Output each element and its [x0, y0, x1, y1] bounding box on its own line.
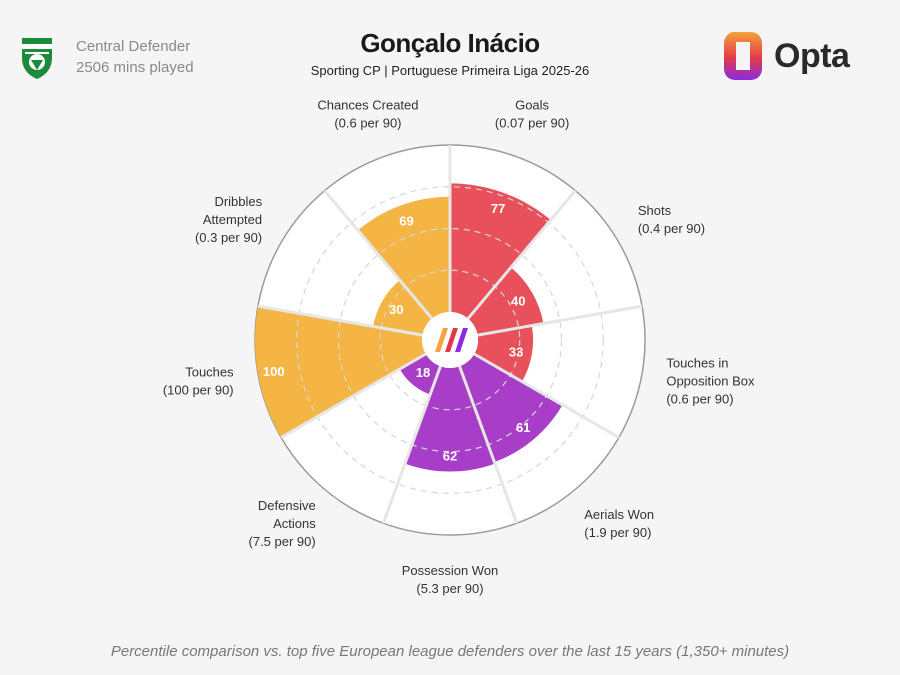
radar-spoke	[280, 352, 427, 439]
per90-value: (0.07 per 90)	[495, 115, 569, 130]
radar-grid-ring	[379, 269, 521, 411]
player-position: Central Defender	[76, 38, 191, 55]
metric-name: Touches in	[666, 356, 728, 371]
opta-logo: Opta	[720, 28, 850, 84]
radar-category-text: Chances Created (0.6 per 90)	[317, 97, 418, 130]
player-name: Gonçalo Inácio	[360, 28, 540, 58]
radar-value-label: 40	[511, 294, 525, 309]
radar-category-label: Defensive Actions (7.5 per 90)	[249, 498, 317, 549]
metric-name: Shots	[638, 203, 672, 218]
radar-value-label: 30	[389, 302, 403, 317]
radar-bar-possession-won	[405, 366, 495, 472]
radar-category-label: Touches in Opposition Box (0.6 per 90)	[666, 356, 755, 407]
metric-name: Possession Won	[402, 563, 499, 578]
radar-grid-ring	[296, 186, 604, 494]
radar-category-text: Touches (100 per 90)	[163, 365, 234, 398]
metric-name: Goals	[515, 97, 549, 112]
sporting-cp-logo	[18, 36, 56, 80]
radar-category-labels: Goals (0.07 per 90) Shots (0.4 per 90) Touch…	[163, 97, 755, 596]
per90-value: (100 per 90)	[163, 383, 234, 398]
radar-center	[422, 312, 478, 368]
radar-value-label: 18	[416, 365, 430, 380]
radar-gridlines	[257, 145, 643, 524]
per90-value: (7.5 per 90)	[249, 534, 316, 549]
metric-name: Defensive	[258, 498, 316, 513]
radar-category-text: Goals (0.07 per 90)	[495, 97, 569, 130]
radar-category-label: Chances Created (0.6 per 90)	[317, 97, 418, 130]
metric-name: Touches	[185, 365, 234, 380]
opta-mark-icon	[724, 32, 762, 80]
per90-value: (0.3 per 90)	[195, 230, 262, 245]
radar-category-text: Dribbles Attempted (0.3 per 90)	[195, 194, 263, 245]
radar-category-text: Possession Won (5.3 per 90)	[402, 563, 499, 596]
radar-bar-shots	[467, 267, 544, 336]
radar-grid-ring	[337, 227, 563, 453]
radar-bar-goals	[450, 183, 551, 319]
opta-center-icon	[435, 328, 468, 352]
per90-value: (0.6 per 90)	[666, 392, 733, 407]
radar-value-labels: 77 40 33 61 62 18 100 30 69	[263, 201, 531, 464]
metric-name: Attempted	[203, 212, 262, 227]
radar-spoke	[257, 304, 423, 337]
radar-spoke	[477, 304, 643, 337]
radar-category-label: Shots (0.4 per 90)	[638, 203, 705, 236]
radar-bar-touches-in-opposition-box	[474, 325, 534, 382]
title-block: Gonçalo Inácio Sporting CP | Portuguese …	[250, 28, 650, 78]
radar-bar-touches	[254, 306, 426, 438]
radar-spoke	[381, 365, 442, 524]
radar-category-label: Touches (100 per 90)	[163, 365, 234, 398]
radar-value-label: 62	[443, 449, 457, 464]
radar-value-label: 61	[516, 420, 530, 435]
radar-value-label: 33	[509, 345, 523, 360]
radar-spoke	[323, 189, 434, 320]
minutes-played: 2506 mins played	[76, 59, 194, 76]
radar-category-text: Defensive Actions (7.5 per 90)	[249, 498, 317, 549]
radar-category-text: Shots (0.4 per 90)	[638, 203, 705, 236]
radar-bars	[254, 183, 563, 472]
per90-value: (0.6 per 90)	[334, 115, 401, 130]
footer-note: Percentile comparison vs. top five Europ…	[110, 643, 790, 660]
radar-value-label: 77	[491, 201, 505, 216]
metric-name: Chances Created	[317, 97, 418, 112]
radar-bar-chances-created	[357, 196, 450, 319]
radar-spoke	[458, 365, 519, 524]
metric-name: Aerials Won	[584, 507, 654, 522]
radar-category-label: Aerials Won (1.9 per 90)	[584, 507, 654, 540]
radar-value-label: 100	[263, 364, 285, 379]
opta-wordmark: Opta	[774, 36, 850, 75]
player-meta: Central Defender 2506 mins played	[76, 36, 194, 78]
metric-name: Actions	[273, 516, 316, 531]
metric-name: Dribbles	[214, 194, 262, 209]
radar-value-label: 69	[399, 213, 413, 228]
radar-spoke	[466, 189, 577, 320]
per90-value: (1.9 per 90)	[584, 525, 651, 540]
chart-subtitle: Sporting CP | Portuguese Primeira Liga 2…	[310, 63, 590, 78]
radar-category-label: Possession Won (5.3 per 90)	[402, 563, 499, 596]
per90-value: (0.4 per 90)	[638, 221, 705, 236]
metric-name: Opposition Box	[666, 374, 755, 389]
radar-category-label: Goals (0.07 per 90)	[495, 97, 569, 130]
radar-category-label: Dribbles Attempted (0.3 per 90)	[195, 194, 263, 245]
radar-bar-dribbles-attempted	[373, 280, 433, 336]
radar-category-text: Aerials Won (1.9 per 90)	[584, 507, 654, 540]
per90-value: (5.3 per 90)	[416, 581, 483, 596]
radar-category-text: Touches in Opposition Box (0.6 per 90)	[666, 356, 755, 407]
radar-spoke	[473, 352, 620, 439]
